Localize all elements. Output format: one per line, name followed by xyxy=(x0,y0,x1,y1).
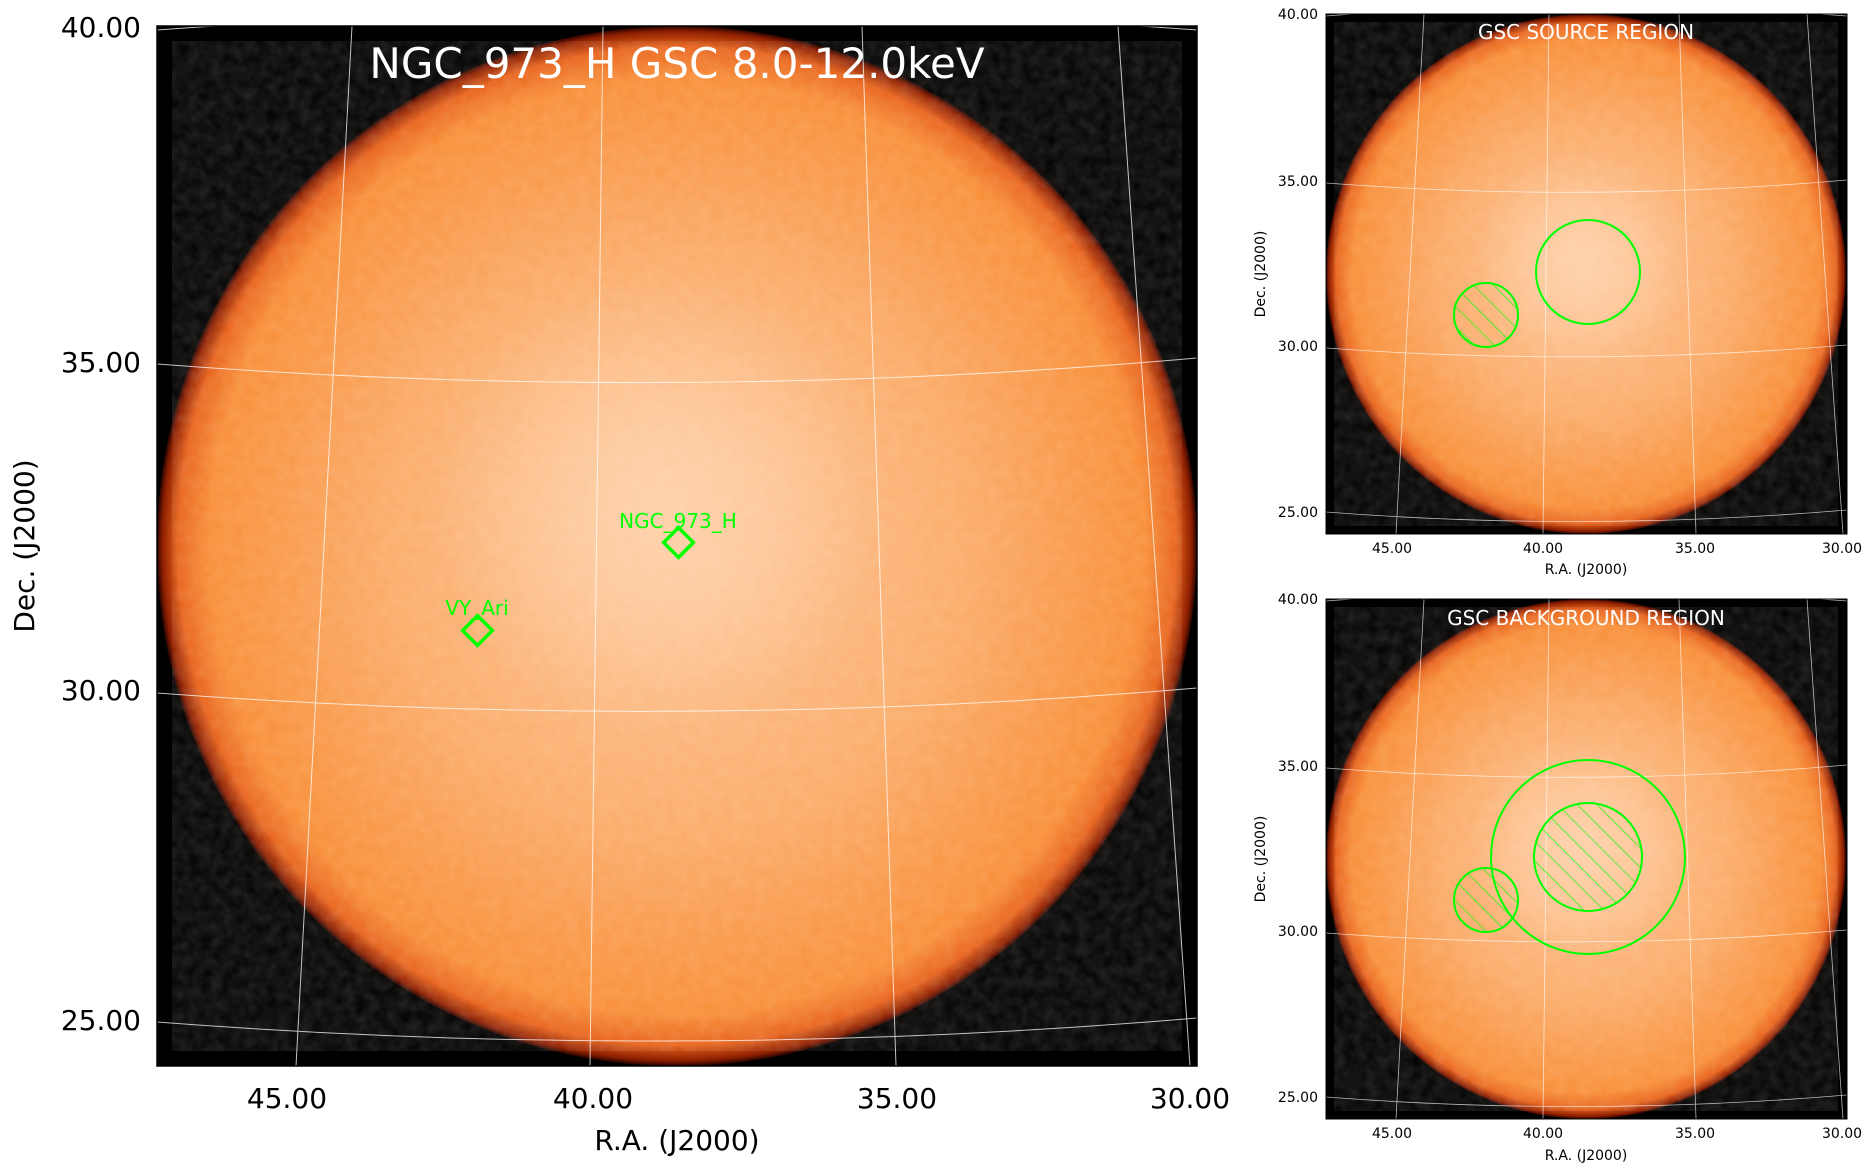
main-panel: NGC_973_H VY_Ari NGC_973_H GSC 8.0-12.0k… xyxy=(8,11,1230,1157)
bkg-x-tick-labels: 45.00 40.00 35.00 30.00 xyxy=(1372,1126,1862,1142)
main-title: NGC_973_H GSC 8.0-12.0keV xyxy=(369,39,984,88)
main-x-tick-labels: 45.00 40.00 35.00 30.00 xyxy=(247,1082,1230,1115)
main-y-tick: 35.00 xyxy=(61,346,141,379)
main-x-tick: 40.00 xyxy=(553,1082,633,1115)
main-y-tick: 25.00 xyxy=(61,1004,141,1037)
bkg-y-tick-labels: 40.00 35.00 30.00 25.00 xyxy=(1278,592,1318,1106)
bkg-plot-frame xyxy=(1325,598,1848,1120)
bkg-x-tick: 35.00 xyxy=(1675,1126,1715,1142)
src-plot-frame xyxy=(1325,13,1848,535)
src-y-tick: 40.00 xyxy=(1278,7,1318,23)
main-x-tick: 35.00 xyxy=(857,1082,937,1115)
main-coordinate-grid xyxy=(157,26,1197,1066)
src-x-tick: 45.00 xyxy=(1372,541,1412,557)
src-title: GSC SOURCE REGION xyxy=(1478,20,1694,44)
bkg-excluded-source-region xyxy=(1533,802,1643,912)
src-excluded-source-region xyxy=(1453,282,1519,348)
main-x-tick: 45.00 xyxy=(247,1082,327,1115)
bkg-y-tick: 30.00 xyxy=(1278,924,1318,940)
src-y-tick-labels: 40.00 35.00 30.00 25.00 xyxy=(1278,7,1318,521)
bkg-y-tick: 40.00 xyxy=(1278,592,1318,608)
bkg-x-tick: 45.00 xyxy=(1372,1126,1412,1142)
bkg-y-tick: 35.00 xyxy=(1278,759,1318,775)
src-x-tick: 40.00 xyxy=(1523,541,1563,557)
src-coordinate-grid xyxy=(1326,14,1847,534)
bkg-x-tick: 40.00 xyxy=(1523,1126,1563,1142)
bkg-coordinate-grid xyxy=(1326,599,1847,1119)
main-y-tick-labels: 40.00 35.00 30.00 25.00 xyxy=(61,11,141,1037)
bkg-annulus-outer xyxy=(1490,759,1686,955)
bkg-y-axis-label: Dec. (J2000) xyxy=(1253,816,1269,903)
main-x-axis-label: R.A. (J2000) xyxy=(594,1124,759,1157)
main-noise-texture xyxy=(172,41,1182,1051)
source-marker-ngc973h xyxy=(661,525,696,560)
src-noise-texture xyxy=(1334,22,1838,526)
main-y-tick: 40.00 xyxy=(61,11,141,44)
src-y-tick: 25.00 xyxy=(1278,505,1318,521)
background-region-panel: GSC BACKGROUND REGION 40.00 35.00 30.00 … xyxy=(1253,592,1862,1164)
main-plot-frame xyxy=(156,25,1198,1067)
bkg-y-tick: 25.00 xyxy=(1278,1090,1318,1106)
source-label-vyari: VY_Ari xyxy=(445,596,508,620)
source-marker-vyari xyxy=(460,613,495,648)
main-x-tick: 30.00 xyxy=(1150,1082,1230,1115)
src-x-tick-labels: 45.00 40.00 35.00 30.00 xyxy=(1372,541,1862,557)
main-y-axis-label: Dec. (J2000) xyxy=(8,459,41,632)
src-y-tick: 35.00 xyxy=(1278,174,1318,190)
src-x-tick: 35.00 xyxy=(1675,541,1715,557)
bkg-x-tick: 30.00 xyxy=(1822,1126,1862,1142)
src-x-axis-label: R.A. (J2000) xyxy=(1545,562,1628,578)
src-y-tick: 30.00 xyxy=(1278,339,1318,355)
bkg-excluded-vyari-region xyxy=(1453,867,1519,933)
main-y-tick: 30.00 xyxy=(61,674,141,707)
src-x-tick: 30.00 xyxy=(1822,541,1862,557)
bkg-title: GSC BACKGROUND REGION xyxy=(1447,606,1725,630)
source-region-panel: GSC SOURCE REGION 40.00 35.00 30.00 25.0… xyxy=(1253,7,1862,578)
source-label-ngc973h: NGC_973_H xyxy=(619,509,737,533)
bkg-x-axis-label: R.A. (J2000) xyxy=(1545,1148,1628,1164)
src-y-axis-label: Dec. (J2000) xyxy=(1253,231,1269,318)
src-extraction-region xyxy=(1535,219,1641,325)
